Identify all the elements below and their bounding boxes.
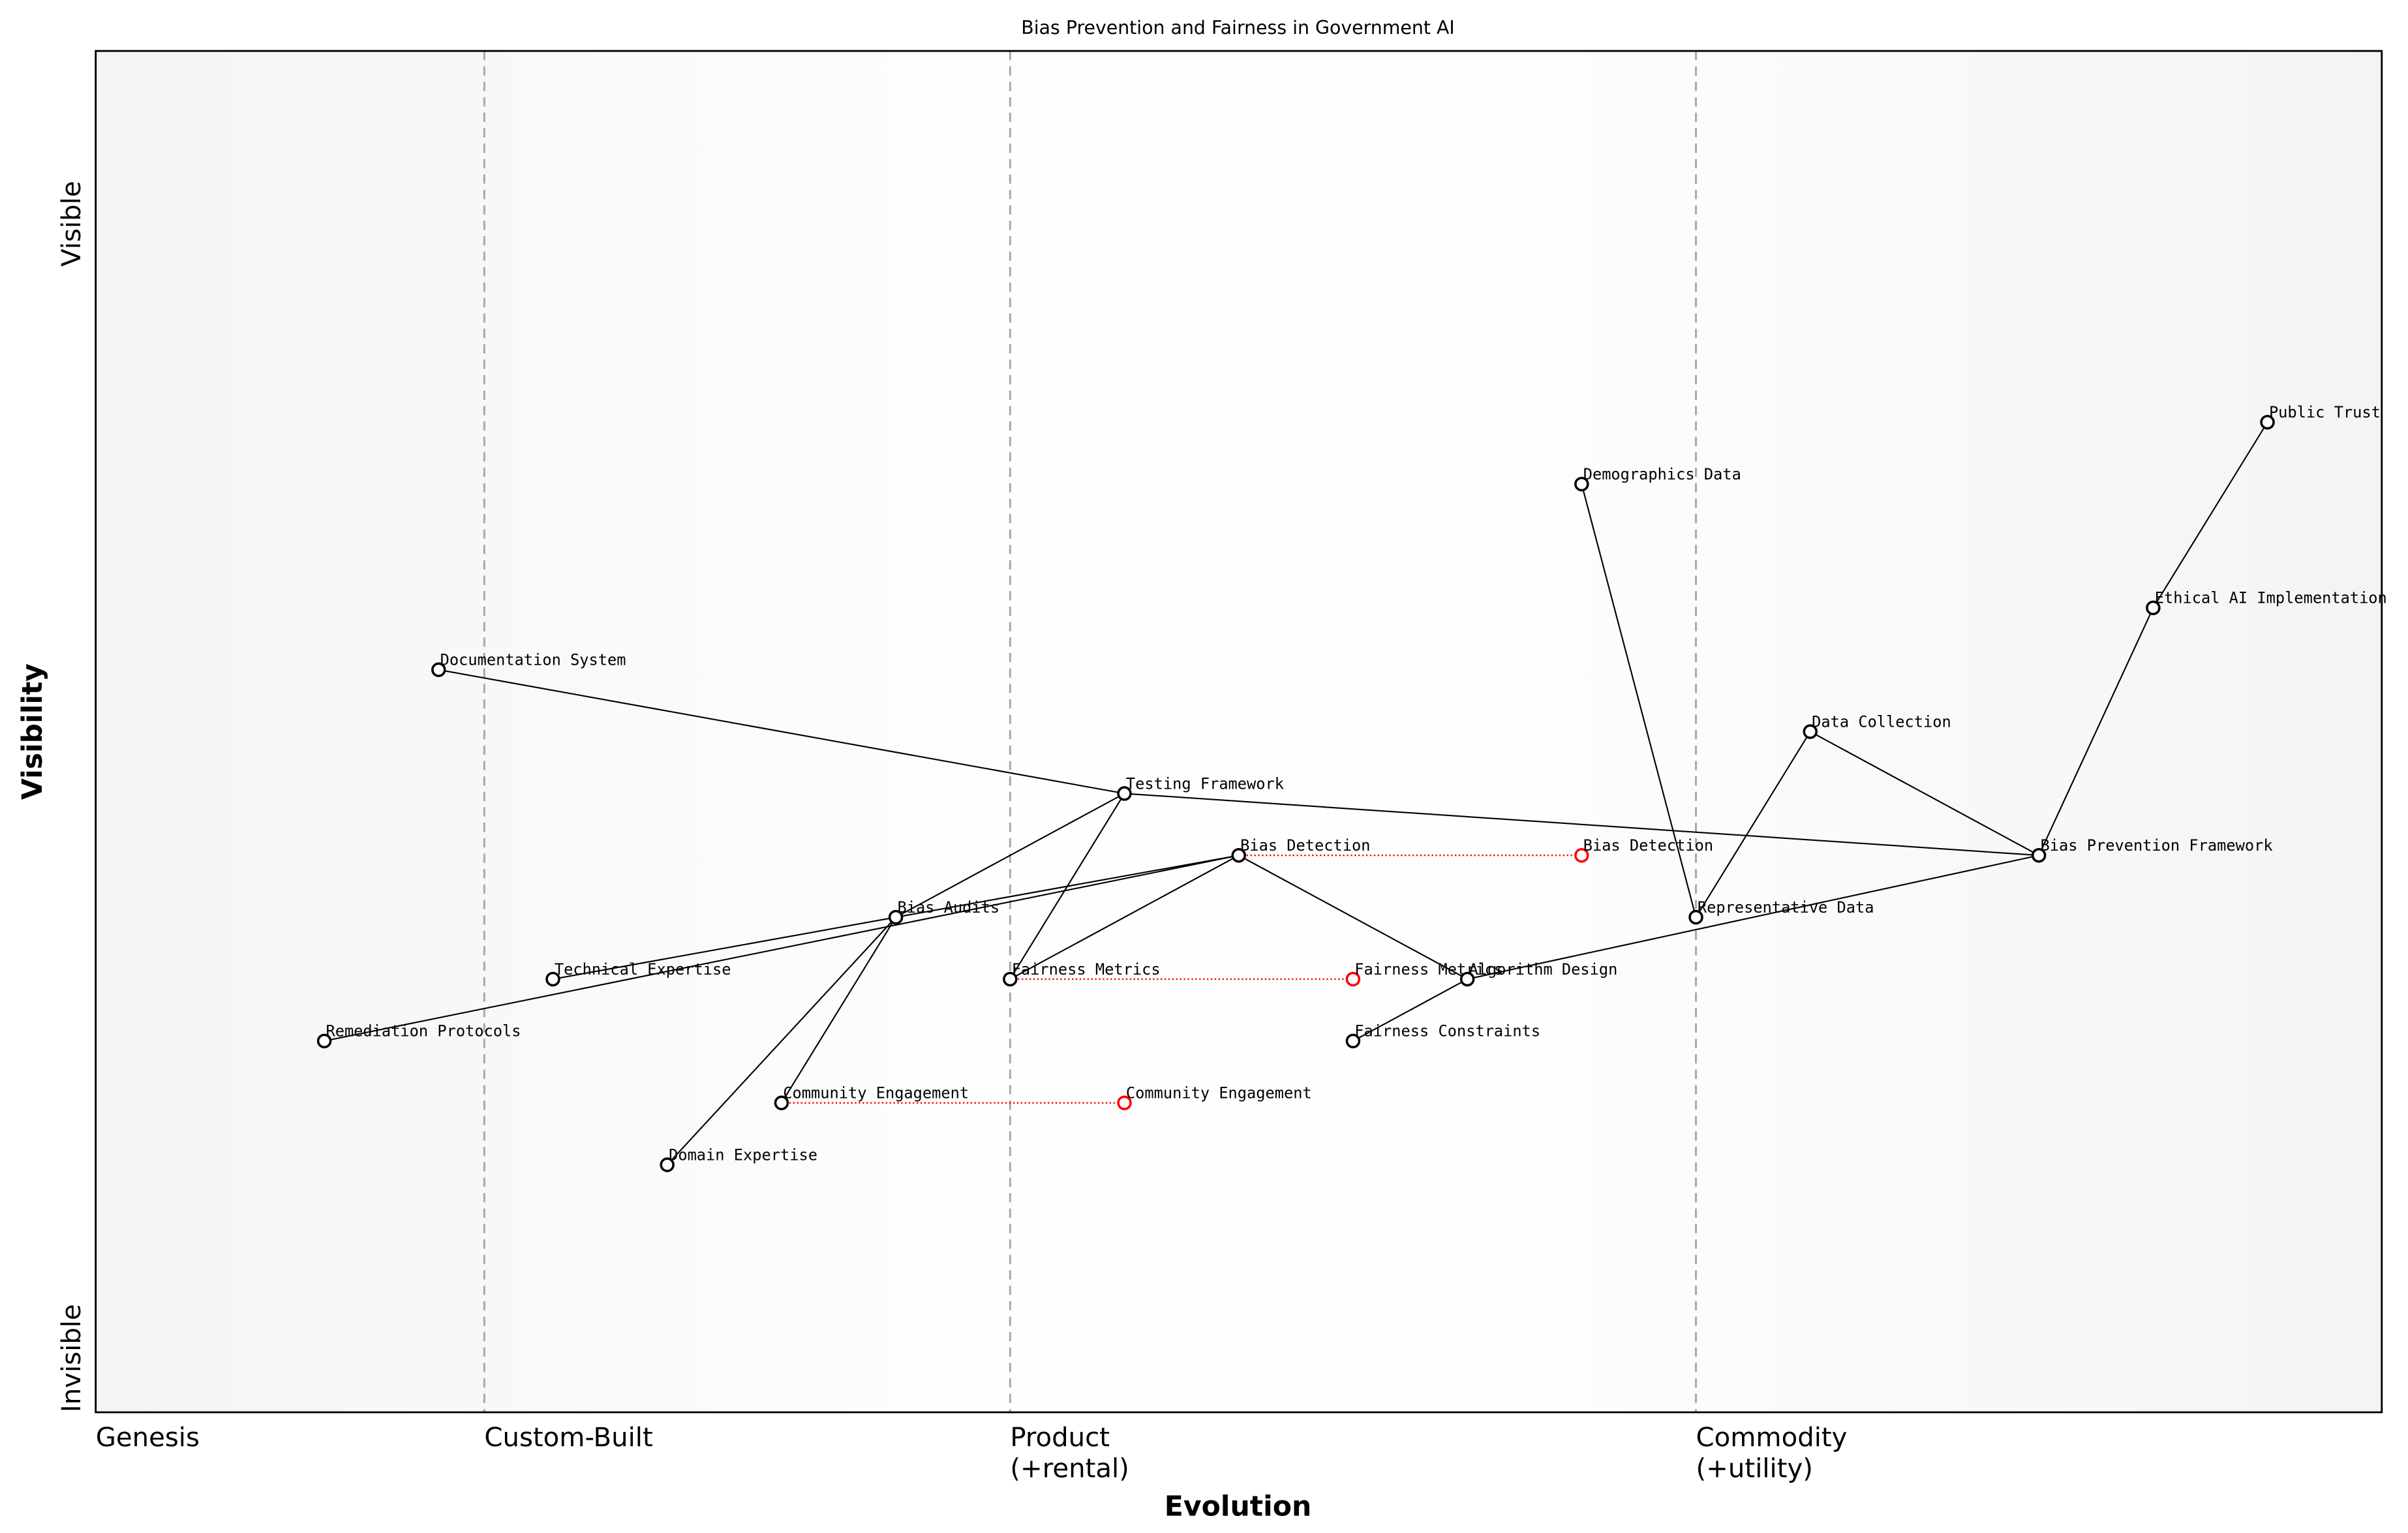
x-axis-label: Evolution [1165, 1490, 1312, 1523]
component-label: Data Collection [1812, 712, 1951, 731]
dependency-link [1467, 855, 2039, 980]
component-node [545, 971, 560, 987]
dependency-link [895, 855, 1239, 918]
y-axis-label: Visibility [16, 663, 49, 800]
dependency-link [1581, 483, 1697, 918]
component-label: Bias Prevention Framework [2041, 836, 2273, 855]
evolved-node-label: Bias Detection [1583, 836, 1713, 855]
dependency-link [1009, 855, 1240, 980]
dependency-link [1352, 979, 1468, 1042]
evolved-node [1117, 1095, 1132, 1110]
component-label: Community Engagement [783, 1084, 969, 1102]
component-node [2260, 415, 2275, 430]
dependency-link [895, 793, 1125, 918]
component-node [1117, 786, 1132, 801]
component-label: Fairness Constraints [1354, 1022, 1540, 1040]
component-node [888, 909, 904, 925]
component-label: Remediation Protocols [326, 1022, 521, 1040]
plot-background [95, 51, 2382, 1412]
dependency-link [2152, 421, 2268, 609]
component-label: Fairness Metrics [1012, 960, 1161, 979]
component-node [2146, 600, 2161, 616]
dependency-link [1810, 731, 2039, 857]
dependency-link [2038, 607, 2154, 856]
stage-label-line: (+rental) [1010, 1453, 1129, 1483]
component-label: Representative Data [1698, 898, 1874, 917]
dependency-link [1695, 731, 1811, 918]
component-label: Documentation System [440, 651, 626, 669]
component-node [2031, 848, 2047, 863]
stage-label-line: Genesis [96, 1423, 200, 1453]
component-node [1003, 971, 1018, 987]
component-node [1345, 1033, 1361, 1049]
y-label-invisible: Invisible [57, 1304, 87, 1412]
component-node [1231, 848, 1246, 863]
stage-label: Genesis [96, 1423, 200, 1453]
dependency-link [781, 917, 897, 1104]
component-label: Technical Expertise [555, 960, 731, 979]
component-label: Testing Framework [1126, 774, 1284, 793]
evolved-node-label: Community Engagement [1126, 1084, 1312, 1102]
component-node [1459, 971, 1475, 987]
stage-label: Product (+rental) [1010, 1423, 1129, 1483]
component-node [431, 662, 446, 677]
component-label: Domain Expertise [669, 1146, 817, 1164]
component-node [660, 1157, 675, 1172]
component-label: Bias Audits [897, 898, 999, 917]
dependency-link [553, 917, 896, 980]
plot-frame [95, 50, 2383, 1414]
dependency-link [1238, 855, 1468, 980]
component-node [1803, 724, 1818, 739]
stage-label-line: Custom-Built [484, 1423, 652, 1453]
component-label: Ethical AI Implementation [2155, 589, 2387, 607]
stage-label: Custom-Built [484, 1423, 652, 1453]
dependency-link [1124, 793, 2039, 857]
component-label: Demographics Data [1583, 465, 1741, 483]
stage-label-line: (+utility) [1696, 1453, 1813, 1483]
stage-label-line: Product [1010, 1423, 1110, 1453]
component-label: Algorithm Design [1469, 960, 1618, 979]
evolved-node [1345, 971, 1361, 987]
dependency-link [438, 669, 1125, 795]
component-label: Public Trust [2269, 403, 2381, 421]
component-node [1688, 909, 1703, 925]
component-node [774, 1095, 789, 1110]
stage-label-line: Commodity [1696, 1423, 1848, 1453]
component-label: Bias Detection [1240, 836, 1370, 855]
component-node [1574, 476, 1589, 492]
dependency-link [666, 917, 896, 1166]
dependency-link [324, 855, 1239, 1042]
component-node [316, 1033, 332, 1049]
stage-label: Commodity (+utility) [1696, 1423, 1848, 1483]
chart-title: Bias Prevention and Fairness in Governme… [1021, 17, 1454, 38]
y-label-visible: Visible [57, 181, 87, 266]
evolved-node [1574, 848, 1589, 863]
evolved-node-label: Fairness Metrics [1354, 960, 1503, 979]
